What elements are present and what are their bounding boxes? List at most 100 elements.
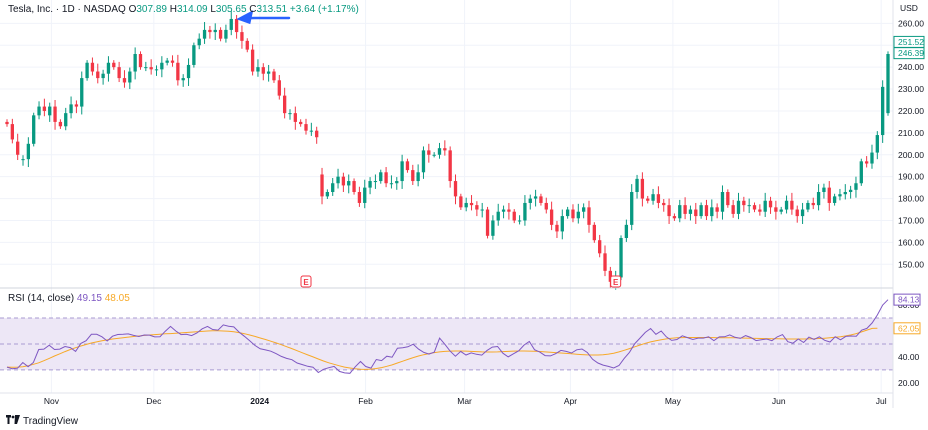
candle xyxy=(688,205,693,221)
candle xyxy=(224,24,228,43)
candle-body xyxy=(240,32,244,41)
price-tick-label: 180.00 xyxy=(898,194,924,204)
candle xyxy=(598,234,602,258)
candle xyxy=(245,38,249,53)
candle xyxy=(870,144,874,169)
price-axis[interactable]: 260.00250.00240.00230.00220.00210.00200.… xyxy=(893,3,925,269)
candle xyxy=(42,98,47,117)
candle-body xyxy=(800,209,805,217)
candle xyxy=(774,200,778,220)
candle xyxy=(800,202,805,224)
candle xyxy=(544,197,548,214)
candle-body xyxy=(133,54,137,72)
candle-body xyxy=(854,183,858,190)
candle xyxy=(549,201,554,231)
candle xyxy=(795,205,799,223)
rsi-ma-tag-label: 62.05 xyxy=(898,323,920,333)
candle-body xyxy=(651,194,655,201)
candle-body xyxy=(774,207,778,212)
candle xyxy=(779,206,783,215)
candle-body xyxy=(443,148,447,151)
candle-body xyxy=(272,71,276,81)
candle xyxy=(400,154,404,189)
candle-body xyxy=(635,178,639,192)
candle-body xyxy=(261,67,265,74)
price-tick-label: 230.00 xyxy=(898,84,924,94)
candle-body xyxy=(678,205,682,219)
time-axis[interactable]: Nov Dec 2024 Feb Mar Apr May Jun Jul xyxy=(44,396,887,406)
candle-body xyxy=(630,192,634,225)
candle xyxy=(806,200,810,213)
candle xyxy=(710,199,714,222)
candle-body xyxy=(875,135,879,153)
candle xyxy=(32,112,36,147)
candle xyxy=(838,188,842,201)
candle-body xyxy=(694,209,698,217)
candle xyxy=(517,215,522,225)
candle xyxy=(699,202,703,219)
time-tick-label: 2024 xyxy=(250,396,269,406)
candle-body xyxy=(688,209,693,214)
candle-body xyxy=(400,161,404,182)
candle-body xyxy=(389,183,394,185)
candle xyxy=(341,172,346,192)
time-tick-label: Apr xyxy=(564,396,577,406)
candle xyxy=(80,71,84,115)
candle-body xyxy=(640,178,645,199)
candle-body xyxy=(90,62,95,72)
candle-body xyxy=(74,104,79,107)
rsi-title[interactable]: RSI (14, close) xyxy=(8,293,75,304)
candle xyxy=(427,143,431,163)
candle-body xyxy=(485,209,490,236)
candle xyxy=(202,22,207,44)
candle xyxy=(694,202,698,224)
symbol-title[interactable]: Tesla, Inc. · 1D · NASDAQ xyxy=(8,4,126,15)
candle xyxy=(459,193,463,210)
candle xyxy=(742,196,746,212)
candle-body xyxy=(197,38,201,46)
tradingview-brand[interactable]: TradingView xyxy=(6,415,78,427)
candle-body xyxy=(213,29,217,33)
candle-body xyxy=(341,176,346,186)
candle-body xyxy=(32,115,36,144)
candle-body xyxy=(48,106,52,116)
price-tick-label: 260.00 xyxy=(898,18,924,28)
candle-body xyxy=(870,152,874,164)
candle xyxy=(587,200,591,233)
price-tag-last-label: 246.39 xyxy=(898,48,924,58)
candle xyxy=(53,100,57,130)
candle-body xyxy=(555,224,559,232)
candle xyxy=(720,185,725,220)
rsi-ma-tag: 62.05 xyxy=(893,322,921,335)
candle-body xyxy=(747,205,751,207)
candle-body xyxy=(469,202,474,206)
tradingview-wordmark: TradingView xyxy=(23,415,79,427)
candle xyxy=(667,198,671,224)
earnings-letter: E xyxy=(613,278,619,287)
candle-body xyxy=(432,154,436,156)
candle-body xyxy=(581,207,586,212)
candle-body xyxy=(571,209,575,219)
candle-body xyxy=(53,106,57,122)
candle xyxy=(192,42,196,68)
candle-body xyxy=(710,207,714,217)
candle-body xyxy=(848,189,853,192)
earnings-marker: E xyxy=(300,275,312,288)
candle xyxy=(507,202,511,220)
candle-body xyxy=(507,209,511,212)
candle-body xyxy=(218,29,223,39)
candle xyxy=(90,57,95,76)
candle xyxy=(603,245,607,277)
candle xyxy=(672,213,677,221)
candle-body xyxy=(42,106,47,111)
candle xyxy=(576,203,580,224)
candle xyxy=(26,137,31,168)
candle xyxy=(790,192,794,215)
candle xyxy=(581,203,586,219)
candle xyxy=(85,60,89,81)
candle-body xyxy=(320,174,324,197)
candle xyxy=(886,51,890,116)
